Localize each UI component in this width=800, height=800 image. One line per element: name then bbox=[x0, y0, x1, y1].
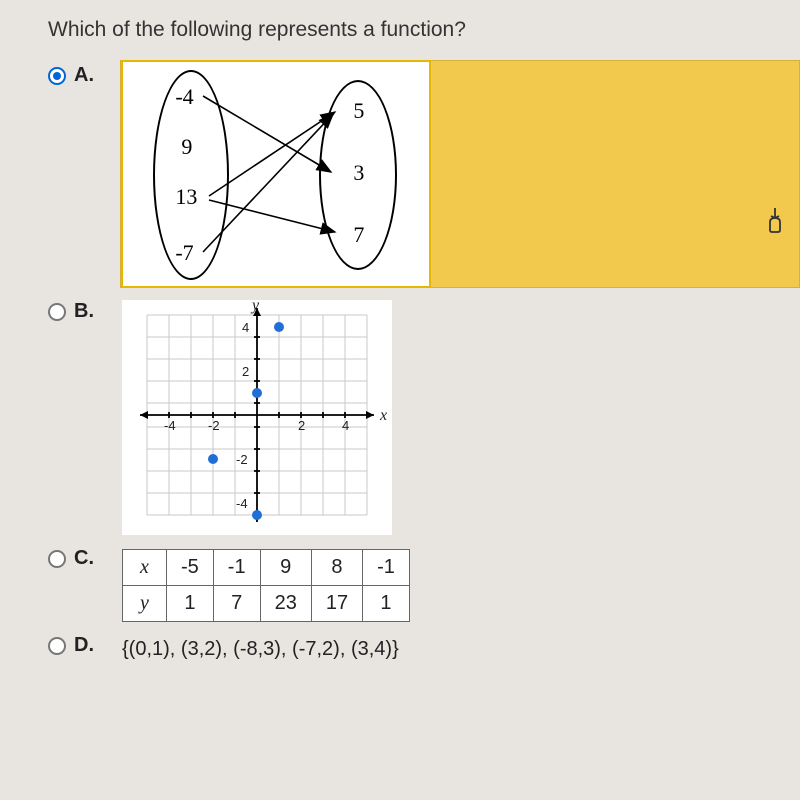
scatter-svg: -4 -2 2 4 4 2 -2 -4 x y bbox=[122, 300, 392, 535]
mapping-arrows-svg bbox=[123, 62, 433, 290]
xtick-4: 4 bbox=[342, 418, 349, 433]
point--2--2 bbox=[208, 454, 218, 464]
option-d-radio-area[interactable]: D. bbox=[48, 634, 104, 657]
ytick-2: 2 bbox=[242, 364, 249, 379]
table-row: x -5 -1 9 8 -1 bbox=[123, 550, 410, 586]
radio-c[interactable] bbox=[48, 550, 66, 568]
table-cell: 1 bbox=[363, 586, 410, 622]
option-a-highlight: -4 9 13 -7 5 3 7 bbox=[120, 60, 800, 288]
table-cell: -5 bbox=[167, 550, 214, 586]
option-c-radio-area[interactable]: C. bbox=[48, 547, 104, 570]
table-cell: -1 bbox=[213, 550, 260, 586]
pointer-cursor-icon bbox=[762, 204, 788, 241]
arrow-13-5 bbox=[209, 112, 335, 196]
option-c-label: C. bbox=[74, 547, 94, 570]
option-c[interactable]: C. x -5 -1 9 8 -1 y 1 7 23 17 1 bbox=[48, 543, 800, 622]
radio-d[interactable] bbox=[48, 637, 66, 655]
scatter-plot: -4 -2 2 4 4 2 -2 -4 x y bbox=[122, 300, 392, 535]
ytick--4: -4 bbox=[236, 496, 248, 511]
option-b-radio-area[interactable]: B. bbox=[48, 300, 104, 323]
option-d[interactable]: D. {(0,1), (3,2), (-8,3), (-7,2), (3,4)} bbox=[48, 630, 800, 661]
option-a[interactable]: A. bbox=[48, 60, 800, 288]
point-0--5 bbox=[252, 510, 262, 520]
table-cell: -1 bbox=[363, 550, 410, 586]
map-left-13: 13 bbox=[175, 184, 197, 210]
table-row: y 1 7 23 17 1 bbox=[123, 586, 410, 622]
map-left--4: -4 bbox=[175, 84, 193, 110]
map-left--7: -7 bbox=[175, 240, 193, 266]
ytick--2: -2 bbox=[236, 452, 248, 467]
point-1-4 bbox=[274, 322, 284, 332]
option-a-label: A. bbox=[74, 64, 94, 87]
ytick-4: 4 bbox=[242, 320, 249, 335]
mapping-diagram: -4 9 13 -7 5 3 7 bbox=[121, 60, 431, 288]
map-right-3: 3 bbox=[353, 160, 364, 186]
point-0-1 bbox=[252, 388, 262, 398]
option-b-label: B. bbox=[74, 300, 94, 323]
options-group: A. bbox=[48, 60, 800, 661]
table-header-y: y bbox=[123, 586, 167, 622]
question-text: Which of the following represents a func… bbox=[48, 18, 800, 42]
xtick-2: 2 bbox=[298, 418, 305, 433]
map-right-5: 5 bbox=[353, 98, 364, 124]
option-a-radio-area[interactable]: A. bbox=[48, 64, 102, 87]
xy-table: x -5 -1 9 8 -1 y 1 7 23 17 1 bbox=[122, 549, 410, 622]
radio-b[interactable] bbox=[48, 303, 66, 321]
table-cell: 7 bbox=[213, 586, 260, 622]
table-cell: 23 bbox=[260, 586, 311, 622]
xtick--4: -4 bbox=[164, 418, 176, 433]
table-header-x: x bbox=[123, 550, 167, 586]
table-cell: 8 bbox=[311, 550, 362, 586]
option-d-set: {(0,1), (3,2), (-8,3), (-7,2), (3,4)} bbox=[122, 638, 399, 661]
arrow-neg4-3 bbox=[203, 96, 331, 172]
y-axis-label: y bbox=[250, 300, 260, 314]
map-right-7: 7 bbox=[353, 222, 364, 248]
arrow-13-7 bbox=[209, 200, 335, 232]
table-cell: 17 bbox=[311, 586, 362, 622]
xtick--2: -2 bbox=[208, 418, 220, 433]
option-b[interactable]: B. bbox=[48, 296, 800, 535]
arrow-right-icon bbox=[366, 411, 374, 419]
table-cell: 1 bbox=[167, 586, 214, 622]
option-d-label: D. bbox=[74, 634, 94, 657]
radio-a[interactable] bbox=[48, 67, 66, 85]
table-cell: 9 bbox=[260, 550, 311, 586]
arrow-left-icon bbox=[140, 411, 148, 419]
map-left-9: 9 bbox=[181, 134, 192, 160]
x-axis-label: x bbox=[379, 407, 387, 424]
